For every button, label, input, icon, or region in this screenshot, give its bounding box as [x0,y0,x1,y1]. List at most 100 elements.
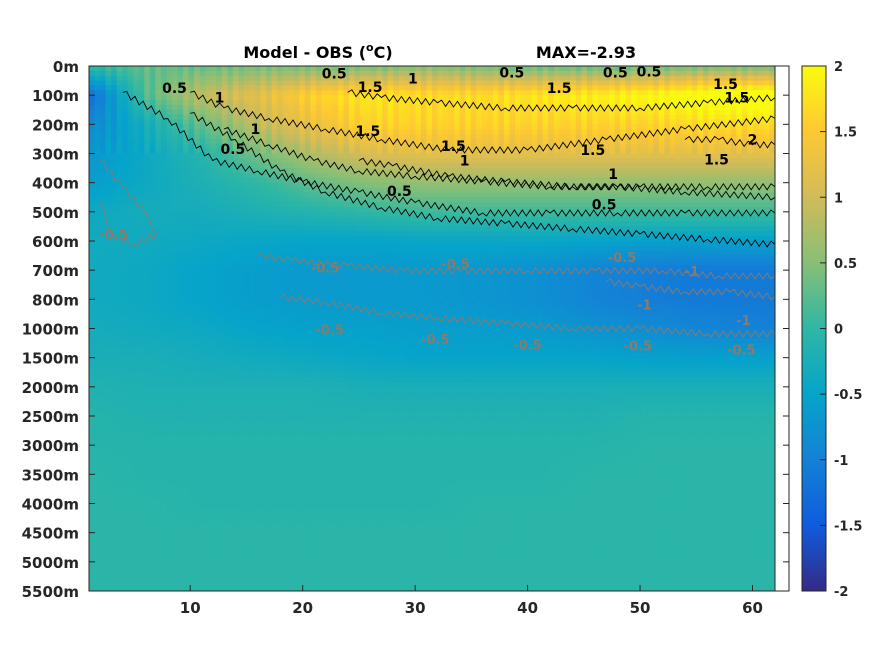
heat-cell [160,260,168,266]
heat-cell [614,138,621,145]
heat-cell [188,124,195,130]
heat-cell [138,148,145,155]
heat-cell [620,172,627,179]
heat-cell [454,236,461,242]
heat-cell [199,211,206,218]
heat-cell [708,66,715,72]
heat-cell [559,114,566,121]
heat-cell [243,202,251,208]
heat-cell [221,90,228,96]
heat-cell [703,226,710,232]
heat-cell [703,236,710,242]
heat-cell [299,182,306,189]
heat-cell [304,100,311,106]
heat-cell [393,85,400,91]
heat-cell [365,153,372,159]
heat-cell [266,104,273,111]
heat-cell [741,80,748,87]
heat-cell [349,66,356,72]
heat-cell [282,192,289,198]
heat-cell [448,250,455,257]
heat-cell [697,100,704,106]
heat-cell [89,168,96,174]
heat-cell [415,187,422,193]
heat-cell [171,177,179,184]
heat-cell [492,119,499,125]
heat-cell [127,100,134,106]
heat-cell [752,124,759,130]
heat-cell [697,80,704,87]
heat-cell [89,158,96,164]
heat-cell [509,236,516,242]
heat-cell [603,138,610,145]
heat-cell [448,148,455,155]
heat-cell [398,66,405,72]
heat-cell [697,70,704,77]
heat-cell [537,163,544,169]
heat-cell [708,70,715,77]
heat-cell [216,75,223,82]
heat-cell [277,85,284,91]
heat-cell [752,202,759,208]
heat-cell [459,70,466,77]
heat-cell [160,90,168,96]
heat-cell [426,206,433,213]
heat-cell [454,138,461,145]
heat-cell [238,226,245,232]
heat-cell [763,114,771,121]
heat-cell [299,245,306,252]
heat-cell [769,134,775,140]
heat-cell [337,104,345,111]
heat-cell [266,124,273,130]
heat-cell [448,124,455,130]
heat-cell [315,119,322,125]
heat-cell [470,245,477,252]
heat-cell [581,124,588,130]
heat-cell [503,231,511,237]
heat-cell [586,202,594,208]
heat-cell [243,250,251,257]
heat-cell [127,216,134,223]
heat-cell [542,129,549,135]
heat-cell [177,177,184,184]
heat-cell [354,158,361,164]
heat-cell [133,138,140,145]
heat-cell [664,226,671,232]
heat-cell [658,104,665,111]
heat-cell [205,221,212,228]
heat-cell [194,153,201,159]
heat-cell [138,90,145,96]
heat-cell [337,95,345,101]
heat-cell [658,85,665,91]
heat-cell [609,95,616,101]
heat-cell [293,245,300,252]
heat-cell [492,236,499,242]
heat-cell [658,124,665,130]
heat-cell [177,143,184,150]
heat-cell [564,241,571,247]
heat-cell [144,109,151,116]
heat-cell [398,75,405,82]
heat-cell [100,231,107,237]
heat-cell [703,119,710,125]
heat-cell [719,114,726,121]
heat-cell [553,148,560,155]
heat-cell [332,138,339,145]
heat-cell [559,182,566,189]
heat-cell [620,168,627,174]
heat-cell [614,182,621,189]
heat-cell [210,172,217,179]
heat-cell [465,143,472,150]
heat-cell [514,168,522,174]
heat-cell [559,70,566,77]
heat-cell [509,143,516,150]
heat-cell [266,231,273,237]
heat-cell [625,80,632,87]
heat-cell [448,172,455,179]
heat-cell [199,182,206,189]
heat-cell [680,206,688,213]
heat-cell [177,206,184,213]
heat-cell [426,104,433,111]
heat-cell [426,100,433,106]
heat-cell [227,197,234,203]
